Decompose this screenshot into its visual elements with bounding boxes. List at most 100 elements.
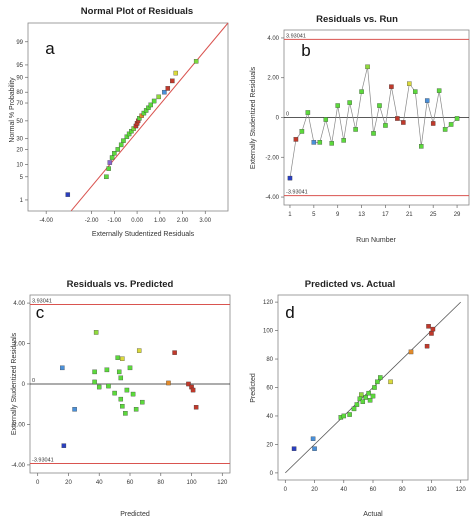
x-tick-label: 1.00 [154, 218, 166, 224]
data-point [190, 387, 196, 393]
x-tick-label: 2.00 [177, 218, 189, 224]
data-point [293, 137, 299, 142]
data-point [172, 350, 177, 355]
x-tick-label: 0 [284, 487, 288, 493]
y-tick-label: 60 [266, 386, 273, 392]
data-point [124, 134, 130, 139]
panel-normal-plot: Normal Plot of Residuals a Externally St… [9, 6, 229, 238]
chart-title: Predicted vs. Actual [305, 279, 395, 290]
data-point [353, 127, 358, 132]
data-point [118, 142, 124, 148]
data-point [72, 407, 77, 412]
x-tick-label: 80 [157, 480, 164, 486]
panel-predicted-vs-actual: Predicted vs. Actual d Actual Predicted … [250, 279, 469, 518]
data-point [112, 390, 117, 396]
panel-letter: b [301, 41, 310, 60]
chart-title: Normal Plot of Residuals [81, 6, 193, 17]
data-point [126, 131, 132, 137]
data-point [351, 406, 357, 412]
data-point [408, 349, 414, 355]
data-point [156, 94, 161, 100]
data-point [193, 59, 199, 64]
y-tick-label: 4.00 [13, 301, 25, 307]
data-point [310, 436, 316, 441]
data-point [115, 355, 120, 360]
y-tick-label: 50 [16, 119, 23, 125]
data-point [130, 391, 136, 397]
data-point [146, 105, 151, 110]
data-point [96, 384, 102, 390]
data-point [193, 405, 199, 410]
data-point [129, 128, 134, 134]
x-tick-label: 17 [382, 212, 389, 218]
data-point [317, 140, 323, 145]
data-point [419, 144, 424, 149]
x-tick-label: 20 [65, 480, 72, 486]
y-tick-label: 90 [16, 75, 23, 81]
data-point [363, 395, 368, 400]
x-axis-label: Predicted [120, 511, 150, 518]
data-point [323, 117, 329, 122]
data-point [389, 84, 394, 89]
data-point [430, 121, 436, 126]
x-tick-label: 100 [187, 480, 198, 486]
data-point [311, 140, 317, 145]
zero-label: 0 [286, 112, 289, 118]
data-point [140, 399, 145, 405]
data-point [65, 192, 71, 197]
panel-letter: d [285, 303, 294, 322]
y-tick-label: 30 [16, 137, 23, 143]
x-tick-label: 0.00 [131, 218, 143, 224]
data-point [93, 330, 99, 335]
x-tick-label: 13 [358, 212, 365, 218]
y-tick-label: -2.00 [11, 422, 25, 428]
data-point [366, 390, 371, 396]
y-tick-label: 20 [266, 442, 273, 448]
data-point [120, 356, 125, 361]
x-tick-label: 60 [127, 480, 134, 486]
data-point [383, 123, 388, 128]
data-point [143, 108, 149, 113]
data-point [395, 116, 400, 121]
data-point [365, 64, 370, 70]
data-point [359, 89, 364, 94]
data-point [165, 86, 171, 91]
data-point [413, 89, 418, 94]
data-point [120, 403, 125, 409]
data-point [186, 381, 191, 387]
data-point [61, 443, 67, 448]
x-tick-label: 5 [312, 212, 316, 218]
data-point [401, 120, 406, 125]
y-tick-label: 1 [20, 198, 24, 204]
data-point [133, 407, 139, 412]
y-axis-label: Externally Studentized Residuals [11, 332, 18, 435]
lower-limit-label: -3.93041 [286, 190, 308, 196]
x-axis-label: Run Number [356, 237, 396, 244]
data-point [92, 369, 97, 375]
y-tick-label: -2.00 [265, 155, 279, 161]
data-point [430, 326, 436, 332]
data-point [287, 175, 293, 181]
x-tick-label: -2.00 [85, 218, 99, 224]
x-tick-label: 120 [217, 480, 228, 486]
data-point [305, 110, 311, 115]
data-point [121, 138, 126, 143]
plot-frame [27, 22, 229, 212]
panel-letter: c [36, 303, 45, 322]
data-point [426, 324, 431, 329]
upper-limit-label: 3.93041 [286, 33, 306, 39]
data-point [136, 348, 142, 353]
y-tick-label: 70 [16, 101, 23, 107]
data-point [115, 147, 121, 152]
data-point [454, 116, 460, 121]
data-point [312, 446, 317, 451]
x-tick-label: 9 [336, 212, 340, 218]
data-point [335, 103, 340, 108]
data-point [112, 151, 117, 156]
data-point [106, 383, 111, 389]
chart-title: Residuals vs. Predicted [67, 279, 174, 290]
y-axis-label: Normal % Probability [9, 77, 16, 143]
data-point [116, 369, 122, 375]
data-point [104, 367, 110, 373]
data-point [139, 113, 144, 118]
